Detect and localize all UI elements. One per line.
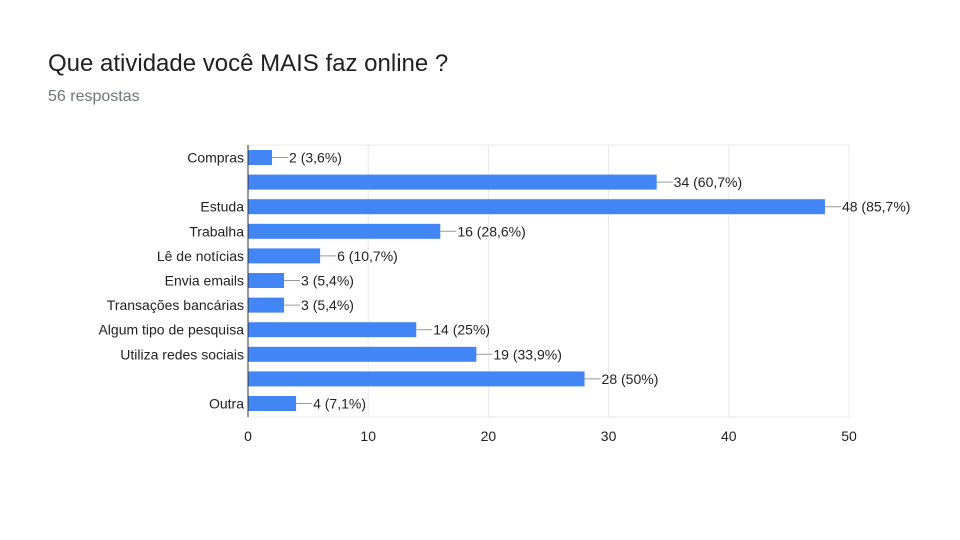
category-label: Trabalha	[189, 223, 244, 239]
bar	[248, 174, 657, 190]
data-label: 16 (28,6%)	[457, 223, 525, 239]
data-label: 2 (3,6%)	[289, 150, 342, 166]
data-label: 6 (10,7%)	[337, 248, 398, 264]
x-tick-label: 0	[244, 428, 252, 444]
category-label: Utiliza redes sociais	[120, 346, 244, 362]
bar	[248, 273, 285, 288]
response-count: 56 respostas	[48, 88, 140, 105]
data-label: 34 (60,7%)	[674, 174, 742, 190]
category-label: Transações bancárias	[107, 297, 244, 313]
category-label: Algum tipo de pesquisa	[98, 322, 244, 338]
bar	[248, 199, 825, 215]
bar	[248, 150, 273, 165]
data-label: 3 (5,4%)	[301, 297, 354, 313]
bar	[248, 346, 477, 362]
bar	[248, 371, 585, 387]
bar	[248, 396, 297, 411]
data-label: 28 (50%)	[602, 371, 659, 387]
category-label: Compras	[187, 150, 244, 166]
data-label: 4 (7,1%)	[313, 396, 366, 412]
x-tick-label: 10	[360, 428, 376, 444]
category-label: Estuda	[200, 199, 244, 215]
x-tick-label: 50	[841, 428, 857, 444]
bar	[248, 223, 441, 239]
data-label: 14 (25%)	[433, 322, 490, 338]
data-label: 19 (33,9%)	[493, 346, 561, 362]
data-label: 3 (5,4%)	[301, 273, 354, 289]
chart-title: Que atividade você MAIS faz online ?	[48, 50, 449, 77]
x-tick-label: 20	[481, 428, 497, 444]
x-tick-label: 40	[721, 428, 737, 444]
data-label: 48 (85,7%)	[842, 199, 910, 215]
x-tick-label: 30	[601, 428, 617, 444]
bar	[248, 322, 417, 338]
category-label: Lê de notícias	[157, 248, 244, 264]
category-label: Outra	[209, 396, 244, 412]
bar	[248, 297, 285, 313]
category-label: Envia emails	[165, 273, 244, 289]
bar	[248, 248, 321, 264]
